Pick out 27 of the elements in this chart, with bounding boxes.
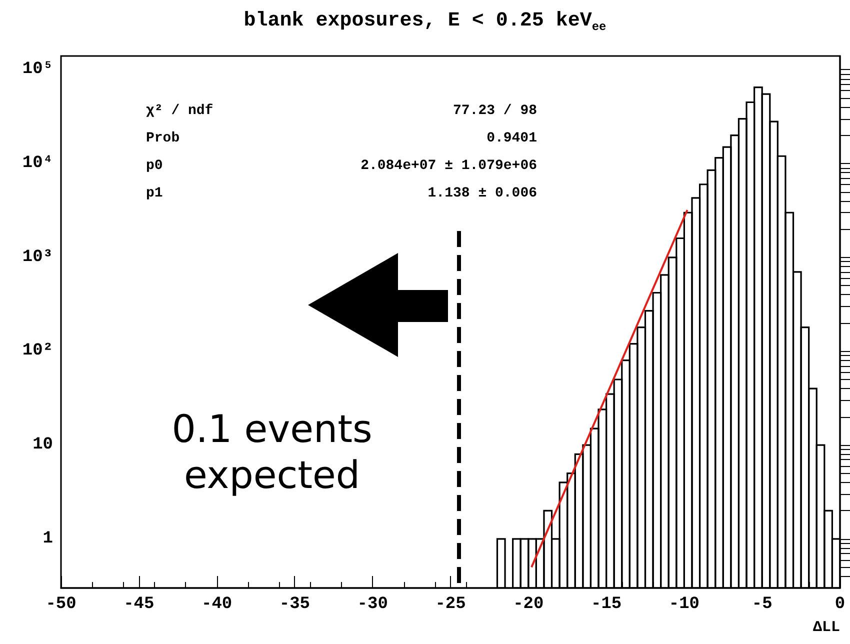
annotation: 0.1 events expected — [172, 407, 372, 497]
x-tick-label: 0 — [834, 595, 846, 614]
y-tick-label: 10² — [22, 342, 53, 361]
annotation: χ² / ndf — [146, 103, 214, 119]
annotation: 2.084e+07 ± 1.079e+06 — [360, 158, 537, 174]
annotation: 1.138 ± 0.006 — [428, 186, 537, 202]
x-tick-label: -40 — [201, 595, 232, 614]
x-tick-label: -50 — [46, 595, 76, 614]
x-tick-label: -10 — [668, 595, 700, 614]
x-axis-title: ΔLL — [812, 619, 840, 636]
x-tick-label: -35 — [279, 595, 310, 614]
x-tick-label: -5 — [752, 595, 772, 614]
x-tick-label: -25 — [435, 595, 466, 614]
annotation: p0 — [146, 158, 163, 174]
x-tick-label: -15 — [590, 595, 622, 614]
y-tick-label: 10⁵ — [22, 60, 53, 80]
annotation: 77.23 / 98 — [452, 103, 537, 119]
annotation: p1 — [146, 186, 163, 202]
y-tick-label: 10 — [32, 436, 53, 455]
x-tick-label: -30 — [357, 595, 388, 614]
annotation: 0.9401 — [486, 130, 537, 146]
x-tick-label: -20 — [513, 595, 544, 614]
annotation: Prob — [146, 130, 180, 146]
x-tick-label: -45 — [124, 595, 154, 614]
y-tick-label: 10³ — [22, 248, 53, 267]
y-tick-label: 10⁴ — [22, 154, 53, 174]
y-tick-label: 1 — [42, 529, 53, 548]
